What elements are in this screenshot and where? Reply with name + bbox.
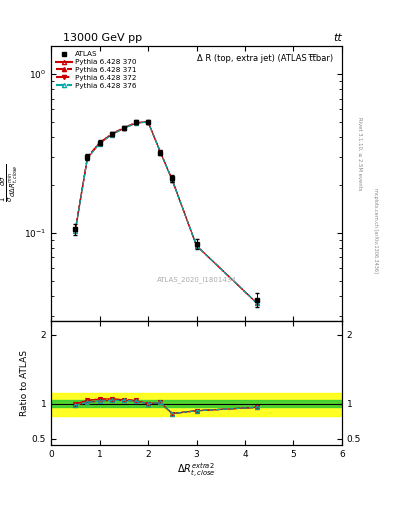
Text: mcplots.cern.ch [arXiv:1306.3436]: mcplots.cern.ch [arXiv:1306.3436] — [373, 188, 378, 273]
Text: Δ R (top, extra jet) (ATLAS t̅t̅bar): Δ R (top, extra jet) (ATLAS t̅t̅bar) — [197, 54, 333, 63]
Legend: ATLAS, Pythia 6.428 370, Pythia 6.428 371, Pythia 6.428 372, Pythia 6.428 376: ATLAS, Pythia 6.428 370, Pythia 6.428 37… — [55, 50, 138, 90]
X-axis label: $\Delta R^{extra2}_{t,close}$: $\Delta R^{extra2}_{t,close}$ — [177, 462, 216, 480]
Text: 13000 GeV pp: 13000 GeV pp — [63, 33, 142, 44]
Y-axis label: $\frac{1}{\sigma}\frac{d\sigma}{d\Delta R^{min}_{t,close}}$: $\frac{1}{\sigma}\frac{d\sigma}{d\Delta … — [0, 164, 20, 202]
Text: ATLAS_2020_I1801434: ATLAS_2020_I1801434 — [157, 276, 236, 283]
Text: Rivet 3.1.10, ≥ 2.5M events: Rivet 3.1.10, ≥ 2.5M events — [357, 117, 362, 190]
Bar — [51, 393, 342, 416]
Text: tt: tt — [333, 33, 342, 44]
Y-axis label: Ratio to ATLAS: Ratio to ATLAS — [20, 350, 29, 416]
Bar — [51, 400, 342, 408]
